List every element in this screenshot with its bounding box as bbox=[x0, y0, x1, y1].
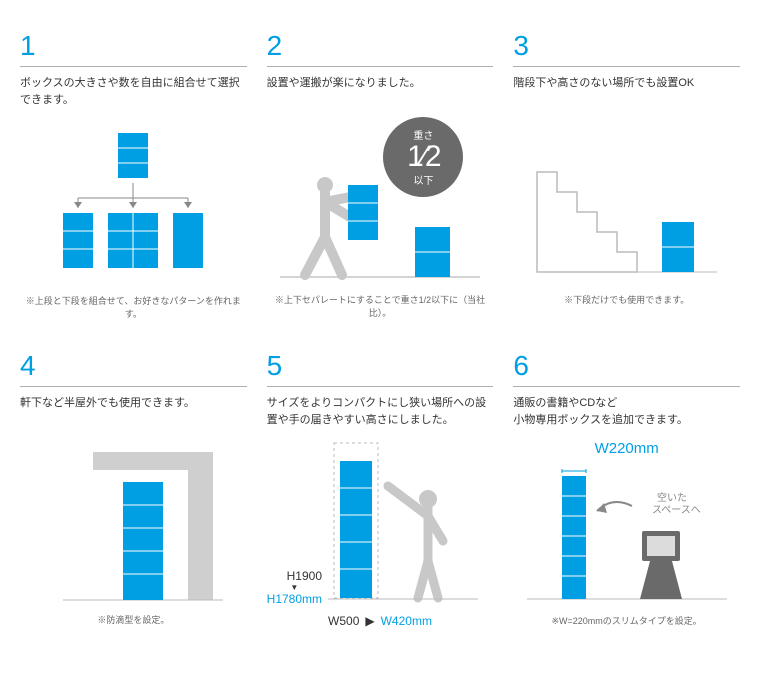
feature-grid: 1 ボックスの大きさや数を自由に組合せて選択できます。 bbox=[20, 30, 740, 628]
badge-fraction: 1⁄2 bbox=[407, 142, 439, 172]
feature-number: 3 bbox=[513, 30, 740, 67]
feature-desc: 設置や運搬が楽になりました。 bbox=[267, 75, 494, 107]
feature-4: 4 軒下など半屋外でも使用できます。 ※防滴型を設定。 bbox=[20, 350, 247, 628]
weight-badge: 重さ 1⁄2 以下 bbox=[383, 117, 463, 197]
feature-number: 2 bbox=[267, 30, 494, 67]
hint-text: 空いた bbox=[657, 491, 687, 504]
feature-illustration bbox=[20, 437, 247, 607]
feature-1: 1 ボックスの大きさや数を自由に組合せて選択できます。 bbox=[20, 30, 247, 320]
feature-3: 3 階段下や高さのない場所でも設置OK ※下段だけでも使用できます。 bbox=[513, 30, 740, 320]
combo-diagram-icon bbox=[33, 123, 233, 283]
feature-desc: 通販の書籍やCDなど 小物専用ボックスを追加できます。 bbox=[513, 395, 740, 428]
feature-number: 6 bbox=[513, 350, 740, 387]
feature-5: 5 サイズをよりコンパクトにし狭い場所への設置や手の届きやすい高さにしました。 … bbox=[267, 350, 494, 628]
feature-desc: 軒下など半屋外でも使用できます。 bbox=[20, 395, 247, 427]
feature-note: ※下段だけでも使用できます。 bbox=[513, 293, 740, 306]
feature-desc: サイズをよりコンパクトにし狭い場所への設置や手の届きやすい高さにしました。 bbox=[267, 395, 494, 428]
feature-illustration: 重さ 1⁄2 以下 bbox=[267, 117, 494, 287]
feature-desc: 階段下や高さのない場所でも設置OK bbox=[513, 75, 740, 107]
feature-illustration bbox=[20, 118, 247, 288]
feature-illustration: W220mm 空いた bbox=[513, 438, 740, 608]
feature-number: 1 bbox=[20, 30, 247, 67]
feature-illustration: H1900 H1780mm bbox=[267, 438, 494, 608]
feature-illustration bbox=[513, 117, 740, 287]
width-new: W420mm bbox=[381, 614, 432, 628]
badge-label-bottom: 以下 bbox=[413, 172, 433, 187]
slim-icon: 空いた スペースへ bbox=[522, 461, 732, 606]
stairs-icon bbox=[527, 122, 727, 282]
eave-icon bbox=[33, 437, 233, 607]
feature-note: ※防滴型を設定。 bbox=[20, 613, 247, 626]
compact-icon bbox=[328, 441, 478, 606]
feature-note: ※W=220mmのスリムタイプを設定。 bbox=[513, 614, 740, 627]
feature-2: 2 設置や運搬が楽になりました。 重さ 1⁄2 以下 bbox=[267, 30, 494, 320]
feature-note: W500 ▶ W420mm bbox=[267, 614, 494, 628]
height-new: H1780mm bbox=[267, 592, 322, 606]
arrow-down-icon bbox=[267, 583, 322, 592]
feature-6: 6 通販の書籍やCDなど 小物専用ボックスを追加できます。 W220mm bbox=[513, 350, 740, 628]
feature-note: ※上下セパレートにすることで重さ1/2以下に（当社比）。 bbox=[267, 293, 494, 319]
svg-text:スペースへ: スペースへ bbox=[652, 505, 701, 516]
width-old: W500 bbox=[328, 614, 359, 628]
height-old: H1900 bbox=[267, 569, 322, 583]
feature-note: ※上段と下段を組合せて、お好きなパターンを作れます。 bbox=[20, 294, 247, 320]
feature-number: 4 bbox=[20, 350, 247, 387]
feature-desc: ボックスの大きさや数を自由に組合せて選択できます。 bbox=[20, 75, 247, 108]
arrow-right-icon: ▶ bbox=[365, 614, 374, 628]
feature-number: 5 bbox=[267, 350, 494, 387]
width-label: W220mm bbox=[595, 440, 659, 457]
